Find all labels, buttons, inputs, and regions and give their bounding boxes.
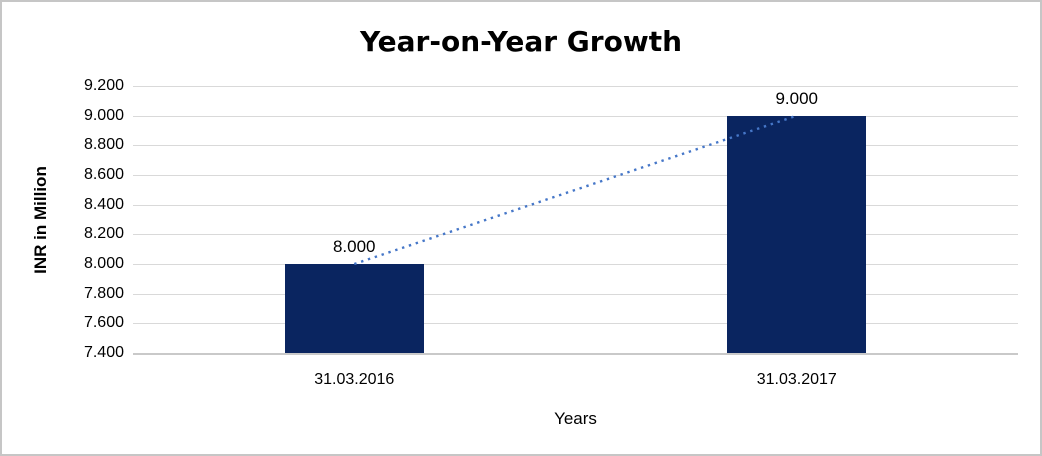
gridline [133,234,1018,236]
y-tick-label: 8.200 [83,225,124,243]
y-tick-label: 9.200 [83,77,124,94]
bar-value-label: 9.000 [775,88,819,108]
gridline [133,115,1018,117]
y-tick-label: 8.600 [83,166,124,183]
category-label: 31.03.2017 [756,371,837,388]
x-axis-line [133,353,1018,355]
chart-title: Year-on-Year Growth [359,25,683,58]
y-tick-label: 7.800 [83,284,124,302]
plot-area [133,86,1018,355]
x-axis-title: Years [554,409,597,428]
gridline [133,145,1018,147]
bar [727,115,867,353]
bar-value-label: 8.000 [332,237,376,256]
y-tick-label: 8.400 [83,195,124,213]
gridline [133,204,1018,206]
gridline [133,323,1018,325]
gridline [133,264,1018,265]
y-tick-label: 7.400 [83,344,124,361]
y-tick-label: 7.600 [83,314,124,332]
gridline [133,175,1018,176]
y-tick-label: 8.800 [83,136,124,154]
y-axis-title: INR in Million [8,86,74,353]
y-tick-label: 9.000 [83,106,124,124]
bar [284,264,424,353]
gridline [133,86,1018,87]
category-label: 31.03.2016 [314,371,395,388]
gridline [133,293,1018,295]
y-tick-label: 8.000 [83,255,124,272]
